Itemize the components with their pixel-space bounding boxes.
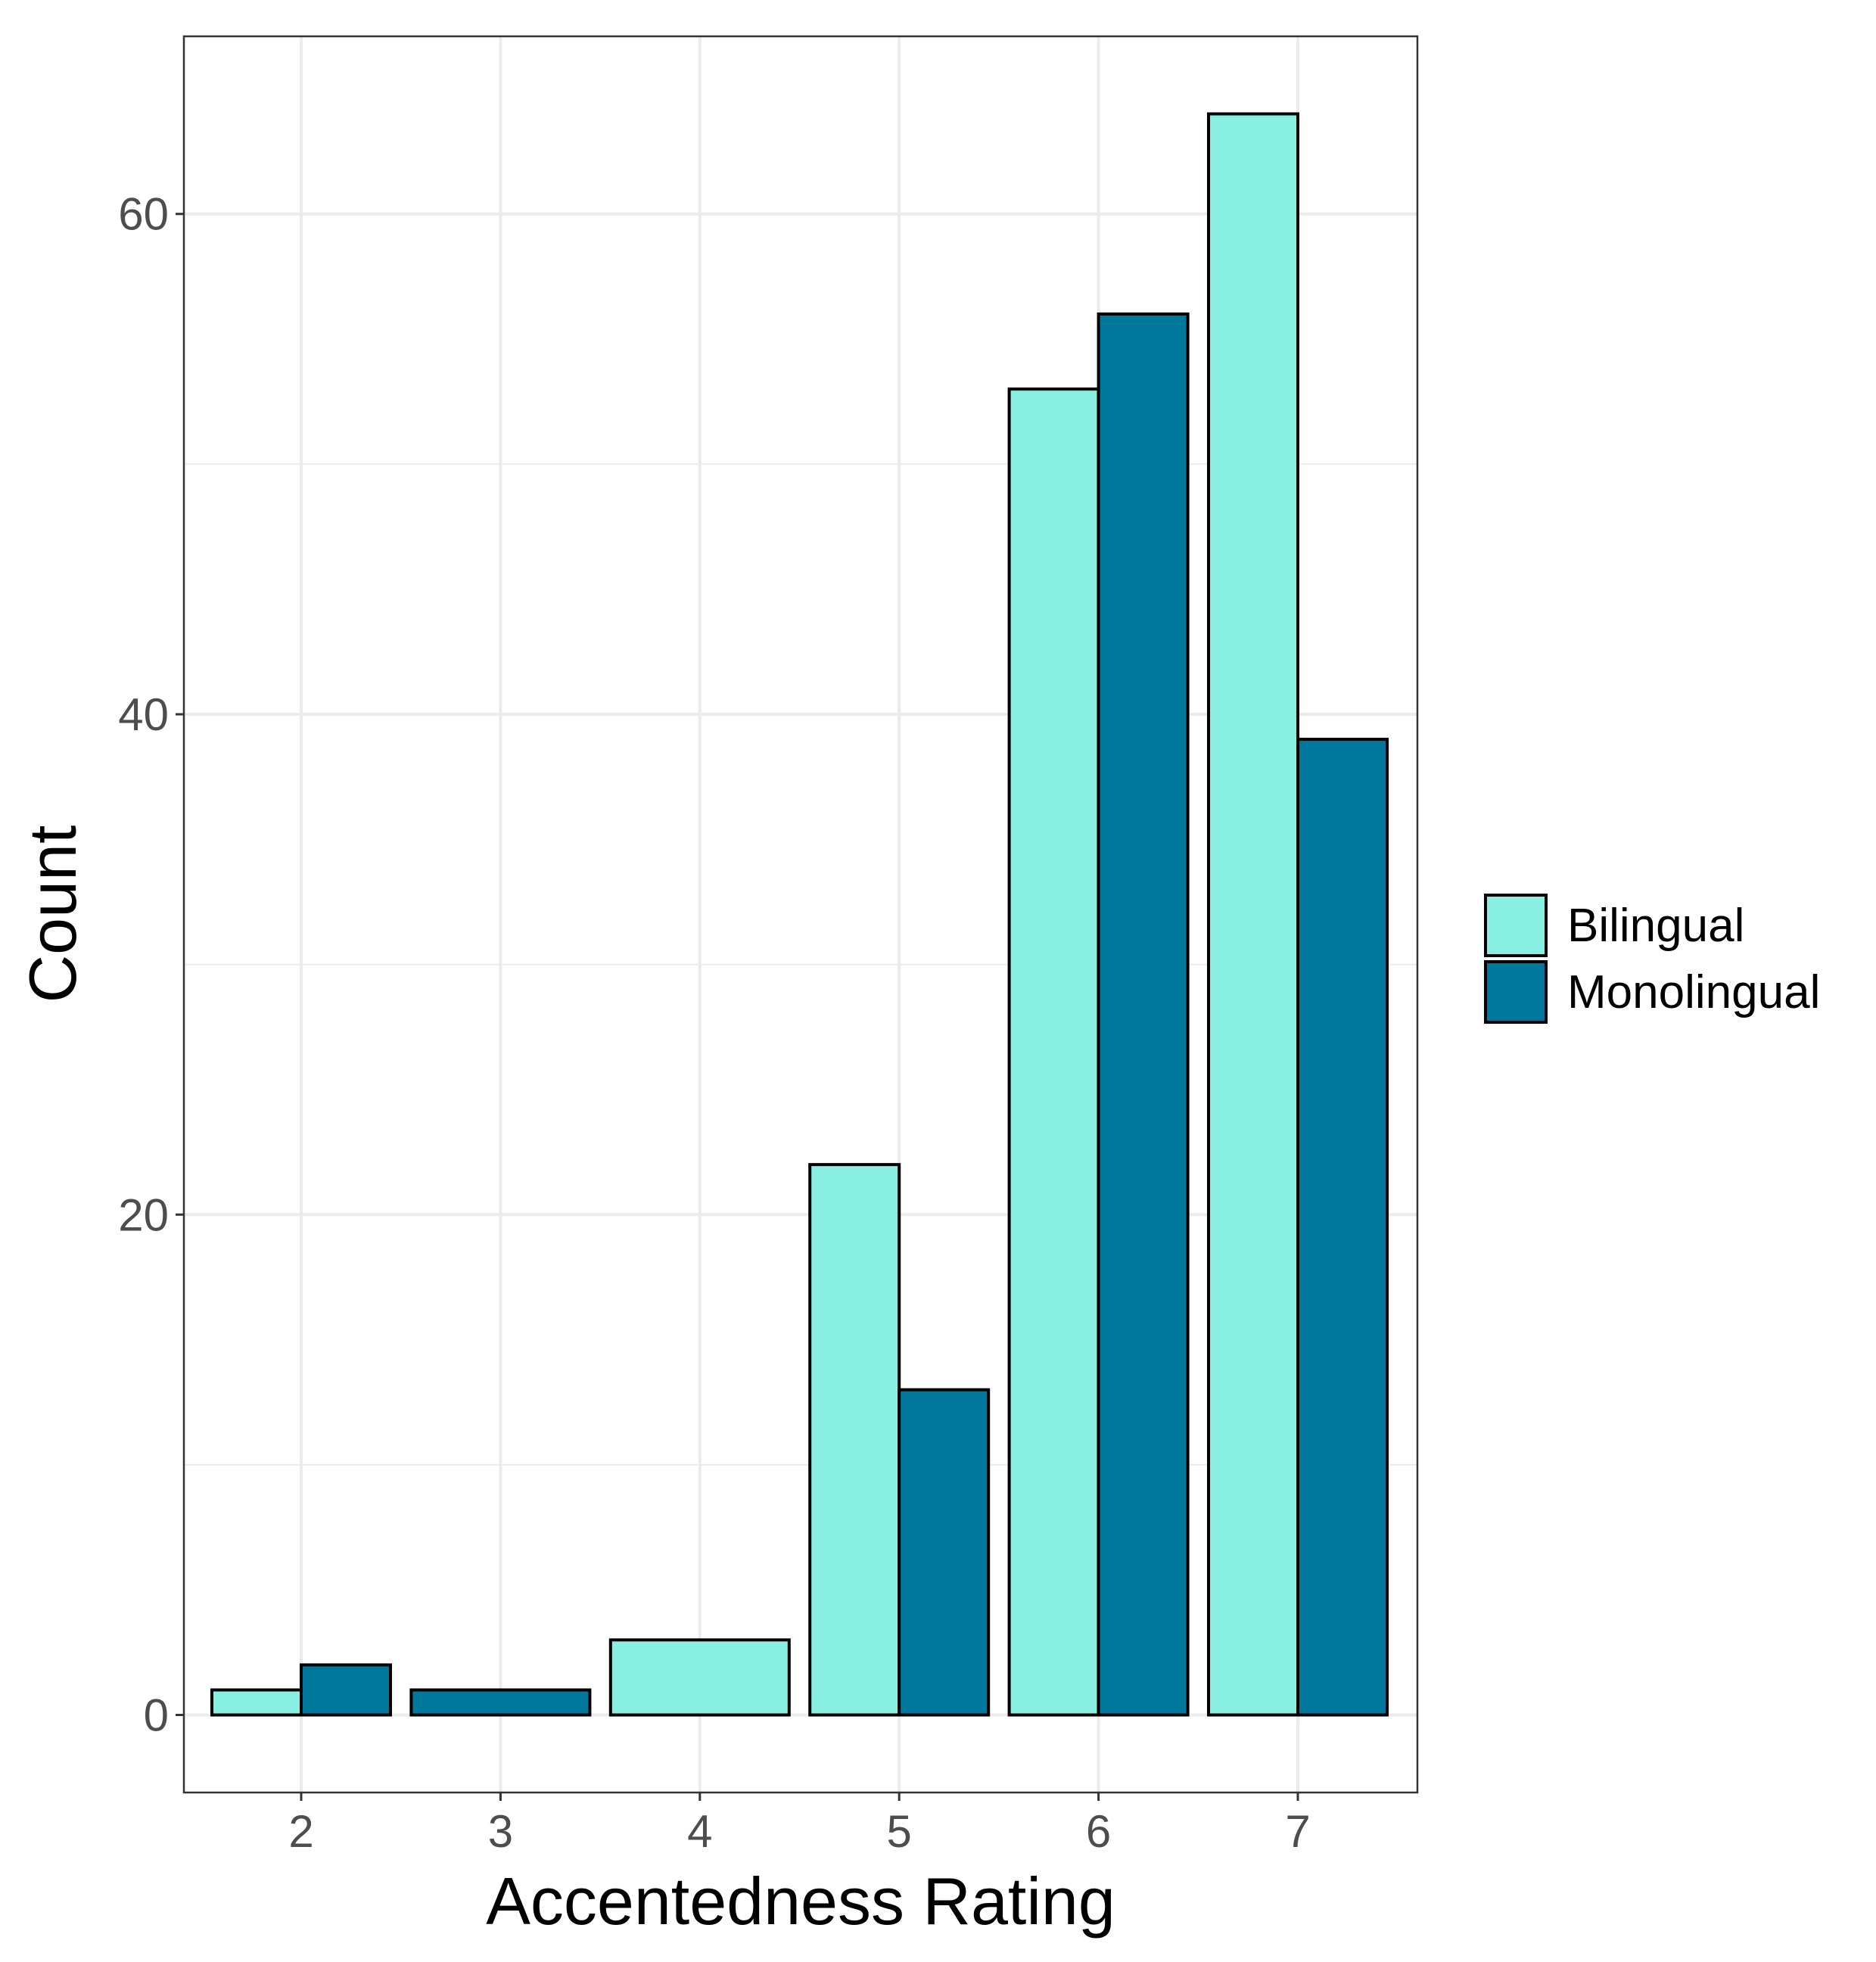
bar-bilingual-4 <box>608 1638 791 1717</box>
bar-bilingual-5 <box>808 1163 901 1717</box>
y-axis-title: Count <box>15 826 90 1003</box>
x-tick-label-4: 4 <box>687 1806 712 1857</box>
legend: Bilingual Monolingual <box>1484 894 1820 1024</box>
panel-border <box>182 35 1419 1794</box>
x-tick-label-3: 3 <box>488 1806 513 1857</box>
legend-label-bilingual: Bilingual <box>1567 900 1744 952</box>
bar-bilingual-2 <box>210 1688 303 1717</box>
x-tick-label-5: 5 <box>887 1806 912 1857</box>
bar-monolingual-5 <box>898 1388 991 1717</box>
bar-monolingual-6 <box>1097 312 1190 1717</box>
y-tick-label-40: 40 <box>118 689 169 740</box>
legend-label-monolingual: Monolingual <box>1567 966 1820 1018</box>
y-tick-label-60: 60 <box>118 189 169 240</box>
bar-bilingual-7 <box>1207 112 1299 1717</box>
x-tick-label-2: 2 <box>288 1806 313 1857</box>
legend-key-bilingual <box>1484 894 1548 957</box>
x-axis-title: Accentedness Rating <box>486 1864 1115 1939</box>
bar-monolingual-7 <box>1296 738 1389 1717</box>
bar-monolingual-2 <box>300 1663 392 1717</box>
y-tick-label-20: 20 <box>118 1189 169 1240</box>
y-tick-label-0: 0 <box>144 1690 169 1741</box>
axes-layer: 0 20 40 60 2 3 4 5 6 7 <box>118 189 1310 1857</box>
x-tick-label-6: 6 <box>1086 1806 1111 1857</box>
legend-key-monolingual <box>1484 960 1548 1024</box>
bars-layer <box>210 112 1389 1717</box>
bar-bilingual-6 <box>1007 387 1100 1717</box>
bar-monolingual-3 <box>409 1688 592 1717</box>
x-tick-label-7: 7 <box>1285 1806 1310 1857</box>
